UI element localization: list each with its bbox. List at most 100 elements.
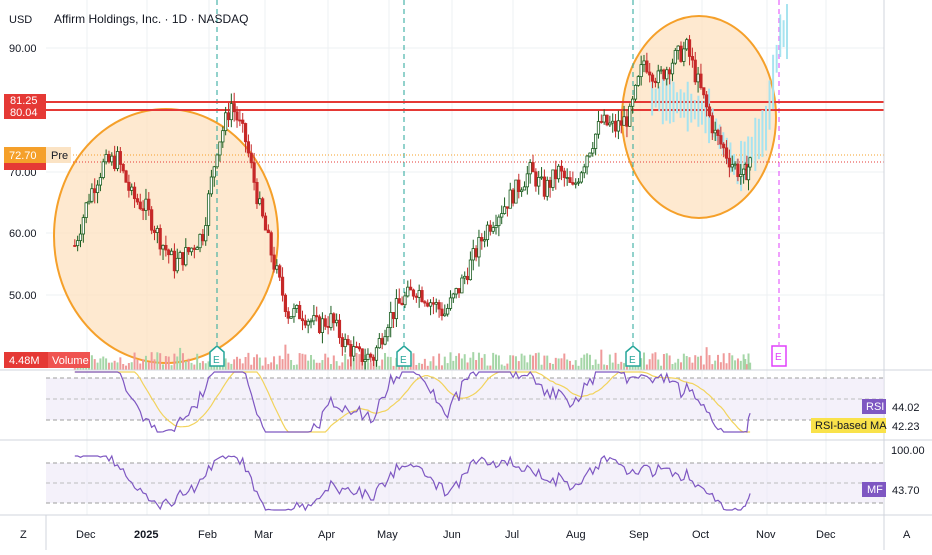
volume-bar	[113, 360, 116, 370]
volume-bar	[560, 358, 563, 370]
time-axis[interactable]: Dec 2025 Feb Mar Apr May Jun Jul Aug Sep…	[76, 529, 836, 541]
volume-bar	[711, 364, 714, 370]
candle-body	[625, 116, 629, 127]
candle-body	[440, 308, 444, 317]
volume-bar	[378, 365, 381, 370]
rsi-pane[interactable]	[46, 370, 884, 433]
candle-body	[608, 122, 612, 126]
volume-bar	[167, 356, 170, 370]
volume-bar	[125, 365, 128, 370]
volume-bar	[176, 356, 179, 370]
price-axis[interactable]: USD 90.00 70.00 60.00 50.00	[0, 0, 46, 370]
candle-body	[323, 318, 327, 327]
volume-bar	[563, 353, 566, 370]
volume-bar	[668, 355, 671, 370]
candle-body	[397, 298, 401, 304]
mf-axis-value: 100.00	[891, 445, 925, 457]
candle-body	[642, 60, 646, 66]
candle-body	[628, 105, 632, 127]
candle-body	[722, 143, 726, 149]
volume-bar	[717, 354, 720, 370]
volume-bar	[566, 359, 569, 370]
candle-body	[346, 338, 350, 345]
candle-body	[645, 60, 649, 73]
volume-bar	[187, 358, 190, 370]
volume-bar	[255, 354, 258, 370]
candle-body	[539, 176, 544, 179]
volume-bar	[301, 353, 304, 370]
candle-body	[557, 165, 561, 180]
candle-body	[303, 320, 307, 326]
candle-body	[653, 80, 657, 84]
volume-bar	[460, 358, 463, 370]
earnings-marker-1[interactable]: E	[209, 345, 225, 367]
earnings-marker-1-label: E	[213, 355, 220, 366]
volume-bar	[105, 358, 108, 370]
volume-bar	[617, 363, 620, 370]
earnings-marker-upcoming[interactable]: E	[771, 345, 787, 367]
candle-body	[611, 120, 615, 124]
candle-body	[95, 184, 100, 194]
candle-body	[483, 239, 487, 242]
volume-badge: 4.48M Volume	[4, 352, 90, 368]
candle-body	[437, 302, 441, 310]
candle-body	[104, 154, 108, 163]
earnings-marker-3[interactable]: E	[625, 345, 641, 367]
volume-bar	[338, 365, 341, 370]
mfi-pane[interactable]	[46, 454, 884, 512]
candle-body	[158, 228, 162, 250]
candle-body	[514, 179, 518, 204]
volume-bar	[93, 359, 96, 370]
upper-line-value: 81.25	[10, 95, 38, 107]
candle-body	[164, 244, 168, 251]
candle-body	[141, 208, 145, 211]
zoom-reset-button[interactable]: Z	[20, 529, 27, 541]
candle-body	[554, 169, 558, 180]
volume-bar	[651, 353, 654, 370]
volume-bar	[682, 353, 685, 370]
candle-body	[229, 103, 233, 121]
candle-body	[87, 200, 91, 204]
volume-bar	[122, 364, 125, 370]
candle-body	[391, 312, 396, 320]
volume-bar	[699, 355, 702, 370]
volume-bar	[227, 362, 230, 370]
volume-bar	[744, 358, 747, 370]
volume-bar	[708, 355, 711, 370]
volume-bar	[603, 364, 606, 370]
candle-body	[81, 217, 85, 235]
symbol-title[interactable]: Affirm Holdings, Inc. · 1D · NASDAQ	[54, 12, 249, 26]
candle-body	[696, 73, 700, 83]
candle-body	[113, 155, 117, 169]
candle-body	[98, 177, 103, 186]
time-label-feb: Feb	[198, 529, 217, 541]
candle-body	[266, 229, 270, 234]
candle-body	[124, 170, 128, 183]
volume-bar	[492, 352, 495, 370]
earnings-marker-2[interactable]: E	[396, 345, 412, 367]
candle-body	[648, 71, 652, 76]
rsi-line	[74, 370, 751, 433]
volume-bar	[347, 359, 350, 370]
candle-body	[534, 171, 538, 187]
price-badge-upper: 81.25	[4, 94, 46, 107]
volume-bar	[287, 353, 290, 370]
candle-body	[178, 252, 182, 259]
rsi-ma-value: 42.23	[892, 421, 920, 433]
volume-bar	[600, 349, 603, 370]
candle-body	[446, 308, 450, 315]
candle-body	[576, 181, 581, 184]
auto-scale-button[interactable]: A	[903, 529, 911, 541]
candle-body	[727, 157, 731, 168]
candle-body	[366, 353, 370, 360]
volume-bar	[520, 353, 523, 370]
candle-body	[110, 155, 114, 163]
candle-body	[693, 59, 697, 83]
candle-body	[702, 87, 706, 96]
volume-bar	[193, 364, 196, 370]
candle-body	[192, 247, 196, 250]
candle-body	[730, 164, 734, 168]
volume-bar	[529, 354, 532, 370]
